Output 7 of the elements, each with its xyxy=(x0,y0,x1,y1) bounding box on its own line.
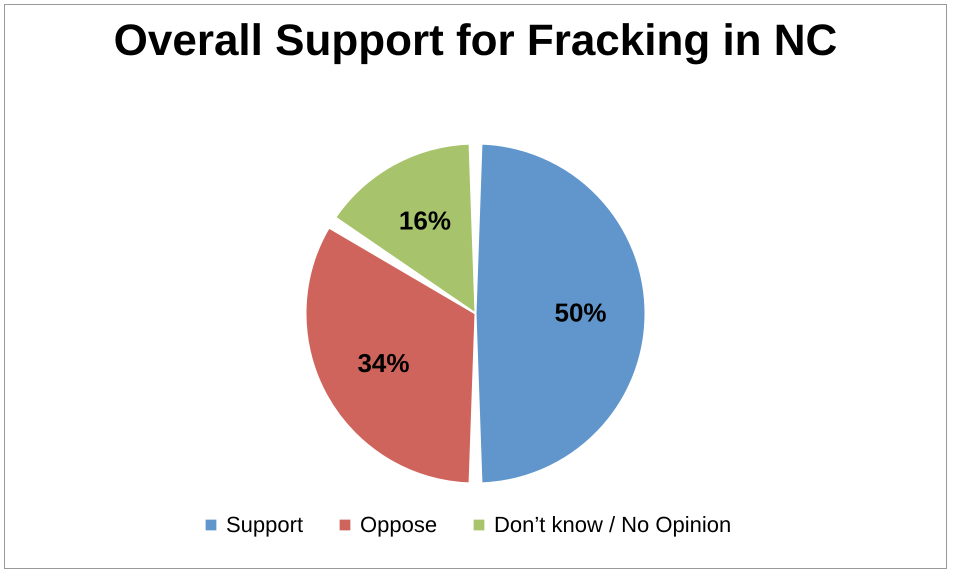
legend-label: Oppose xyxy=(360,512,438,537)
data-label: 50% xyxy=(554,298,607,328)
chart-title: Overall Support for Fracking in NC xyxy=(114,16,838,65)
data-label: 16% xyxy=(398,205,451,236)
legend-label: Don’t know / No Opinion xyxy=(494,512,732,537)
legend-label: Support xyxy=(226,512,304,537)
data-label: 34% xyxy=(357,348,410,378)
